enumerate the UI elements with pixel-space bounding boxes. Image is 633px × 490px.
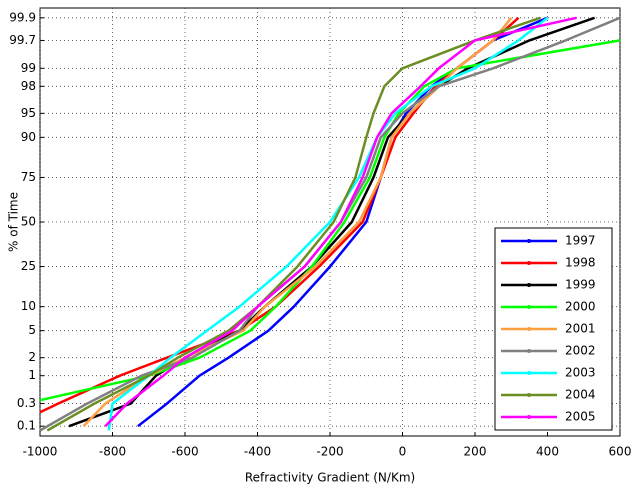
legend-marker (527, 327, 531, 331)
y-tick-label: 99 (21, 61, 36, 75)
legend-marker (527, 239, 531, 243)
x-tick-label: -800 (99, 445, 126, 459)
y-tick-label: 25 (21, 259, 36, 273)
legend-marker (527, 371, 531, 375)
legend-marker (527, 349, 531, 353)
legend-marker (527, 305, 531, 309)
legend-label: 2003 (565, 366, 596, 380)
y-tick-label: 99.7 (9, 33, 36, 47)
x-tick-label: 600 (609, 445, 632, 459)
y-tick-label: 5 (28, 323, 36, 337)
y-tick-label: 2 (28, 350, 36, 364)
x-tick-label: -200 (316, 445, 343, 459)
x-axis-label: Refractivity Gradient (N/Km) (245, 471, 415, 485)
legend-label: 1998 (565, 256, 596, 270)
y-tick-label: 99.9 (9, 10, 36, 24)
legend-label: 2001 (565, 322, 596, 336)
y-tick-label: 10 (21, 299, 36, 313)
legend-label: 2005 (565, 410, 596, 424)
x-tick-label: -1000 (23, 445, 58, 459)
legend-label: 2000 (565, 300, 596, 314)
x-tick-label: 0 (399, 445, 407, 459)
x-tick-label: -400 (244, 445, 271, 459)
series-line (104, 16, 577, 428)
legend-marker (527, 415, 531, 419)
y-tick-label: 90 (21, 130, 36, 144)
legend-marker (527, 261, 531, 265)
legend-label: 2004 (565, 388, 596, 402)
legend-label: 2002 (565, 344, 596, 358)
x-tick-label: -600 (171, 445, 198, 459)
series-line (39, 39, 621, 402)
legend-marker (527, 283, 531, 287)
y-tick-label: 0.3 (17, 396, 36, 410)
legend-label: 1997 (565, 234, 596, 248)
y-tick-label: 95 (21, 106, 36, 120)
y-tick-label: 98 (21, 79, 36, 93)
x-tick-label: 400 (536, 445, 559, 459)
y-tick-label: 50 (21, 215, 36, 229)
legend-marker (527, 393, 531, 397)
series-line (107, 16, 549, 431)
y-tick-label: 1 (28, 368, 36, 382)
y-axis-label: % of Time (7, 192, 21, 252)
legend-label: 1999 (565, 278, 596, 292)
y-tick-label: 0.1 (17, 419, 36, 433)
y-tick-label: 75 (21, 170, 36, 184)
series-line (46, 16, 541, 432)
x-tick-label: 200 (464, 445, 487, 459)
